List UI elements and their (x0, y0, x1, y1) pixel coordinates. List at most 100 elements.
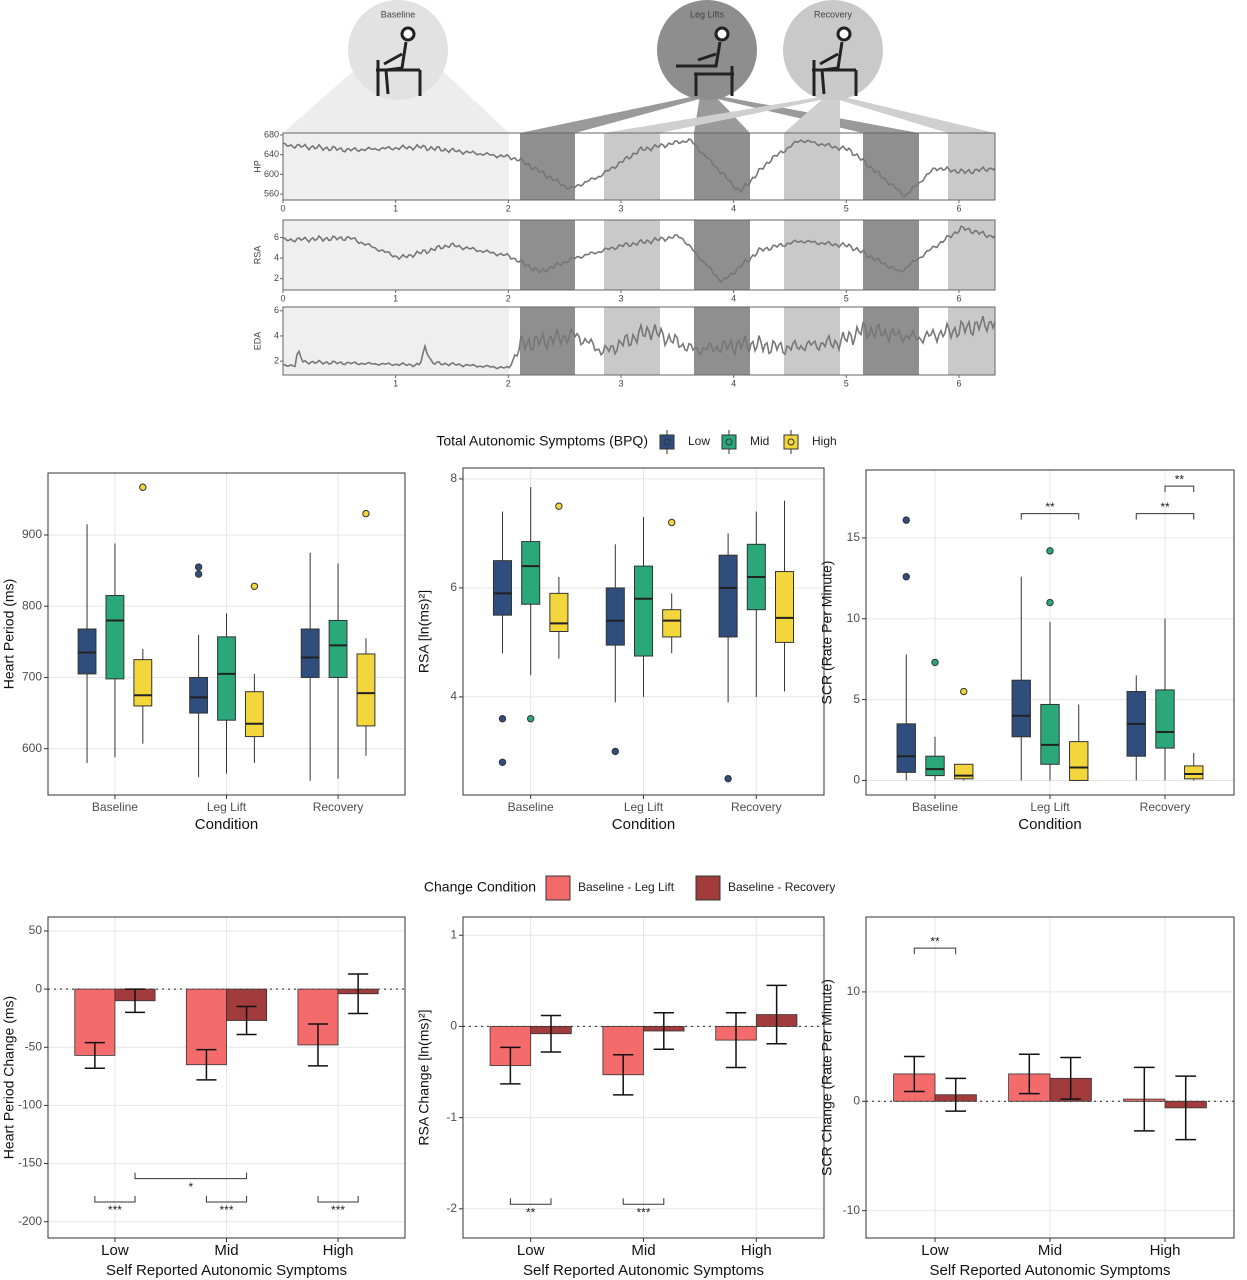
significance-label: *** (219, 1203, 233, 1217)
signal-y-tick-label: 600 (264, 169, 279, 179)
x-tick-label: Recovery (731, 800, 782, 814)
signal-x-tick-label: 6 (956, 378, 961, 388)
y-tick-label: 800 (22, 598, 42, 612)
signal-name: HP (252, 160, 262, 173)
y-tick-label: 0 (853, 773, 860, 787)
signal-x-tick-label: 3 (618, 203, 623, 213)
outlier (1046, 598, 1054, 607)
x-axis-label: Condition (195, 816, 258, 833)
signal-x-tick-label: 4 (731, 293, 736, 303)
y-tick-label: 600 (22, 741, 42, 755)
box (217, 636, 236, 721)
signal-x-tick-label: 4 (731, 378, 736, 388)
signal-trace (282, 315, 996, 370)
signal-y-tick-label: 680 (264, 129, 279, 139)
outlier (498, 758, 507, 766)
box (77, 628, 97, 675)
phase-shade (520, 220, 575, 290)
signal-frame (282, 132, 996, 201)
box (492, 560, 513, 616)
box (189, 676, 209, 714)
phase-shade (283, 220, 509, 290)
x-tick-label: Recovery (313, 800, 364, 814)
x-tick-label: Low (921, 1242, 949, 1259)
box (633, 565, 654, 657)
phase-shade (863, 220, 919, 290)
y-tick-label: 4 (450, 689, 457, 703)
phase-shade (863, 307, 919, 375)
outlier (194, 570, 203, 578)
box (896, 723, 916, 773)
x-tick-label: Low (101, 1242, 129, 1259)
y-axis-label: SCR Change (Rate Per Minute) (819, 979, 835, 1176)
x-tick-label: Mid (214, 1242, 238, 1259)
y-axis-label: Heart Period (ms) (1, 579, 17, 689)
x-tick-label: Low (517, 1242, 545, 1259)
y-tick-label: 10 (847, 984, 861, 998)
signal-x-tick-label: 6 (956, 203, 961, 213)
signal-x-tick-label: 2 (506, 378, 511, 388)
significance-bracket (509, 1198, 552, 1205)
y-tick-label: -1 (446, 1110, 457, 1124)
y-axis-label: Heart Period Change (ms) (1, 996, 17, 1159)
x-tick-label: Baseline (508, 800, 554, 814)
signal-x-tick-label: 4 (731, 203, 736, 213)
significance-bracket (1020, 513, 1080, 520)
phase-shade (948, 220, 995, 290)
legend-label: High (812, 434, 837, 448)
legend-dot (663, 438, 671, 446)
outlier (498, 715, 507, 723)
signal-y-tick-label: 2 (274, 273, 279, 283)
outlier (555, 502, 563, 510)
y-axis-label: SCR (Rate Per Minute) (819, 561, 835, 705)
x-axis-label: Self Reported Autonomic Symptoms (930, 1262, 1171, 1279)
recovery-circle (783, 0, 883, 100)
y-tick-label: 5 (853, 692, 860, 706)
phase-shade (863, 133, 919, 200)
legend-swatch (545, 875, 571, 901)
signal-frame (282, 306, 996, 376)
plot-frame (462, 467, 825, 796)
person-icons (376, 26, 858, 96)
y-tick-label: 8 (450, 471, 457, 485)
signal-y-tick-label: 4 (274, 252, 279, 262)
legend-label: Baseline - Recovery (728, 880, 835, 894)
phase-shade (784, 133, 840, 200)
box (133, 659, 153, 707)
signal-x-tick-label: 1 (393, 203, 398, 213)
baseline-circle (348, 0, 448, 100)
legs-wedge (520, 95, 714, 133)
x-tick-label: Leg Lift (1030, 800, 1070, 814)
box (300, 628, 320, 678)
y-tick-label: 700 (22, 670, 42, 684)
y-tick-label: -200 (18, 1214, 42, 1228)
x-tick-label: Leg Lift (207, 800, 247, 814)
significance-label: *** (331, 1203, 345, 1217)
phase-shade (283, 133, 509, 200)
phase-label: Recovery (814, 9, 853, 19)
plot-frame (47, 472, 406, 796)
phase-shade (948, 307, 995, 375)
outlier (668, 518, 676, 527)
significance-bracket (134, 1172, 248, 1180)
signal-x-tick-label: 1 (393, 378, 398, 388)
signal-x-tick-label: 0 (280, 203, 285, 213)
outlier (362, 509, 370, 518)
y-axis-label: RSA [ln(ms)²] (416, 590, 432, 673)
outlier (960, 687, 968, 696)
significance-label: *** (108, 1203, 122, 1217)
phase-shade (604, 220, 660, 290)
signal-x-tick-label: 0 (280, 293, 285, 303)
y-tick-label: -100 (18, 1098, 42, 1112)
significance-bracket (1164, 485, 1195, 493)
y-axis-label: RSA Change [ln(ms)²] (416, 1009, 432, 1145)
phase-shade (784, 307, 840, 375)
outlier (194, 563, 203, 571)
legend-dot (725, 438, 733, 446)
box (605, 587, 625, 646)
y-tick-label: -150 (18, 1156, 42, 1170)
protocol-illustration: Baseline Leg Lifts Recovery (283, 0, 995, 133)
legend-label: Low (688, 434, 710, 448)
phase-shade (694, 307, 750, 375)
legend-label: Mid (750, 434, 769, 448)
